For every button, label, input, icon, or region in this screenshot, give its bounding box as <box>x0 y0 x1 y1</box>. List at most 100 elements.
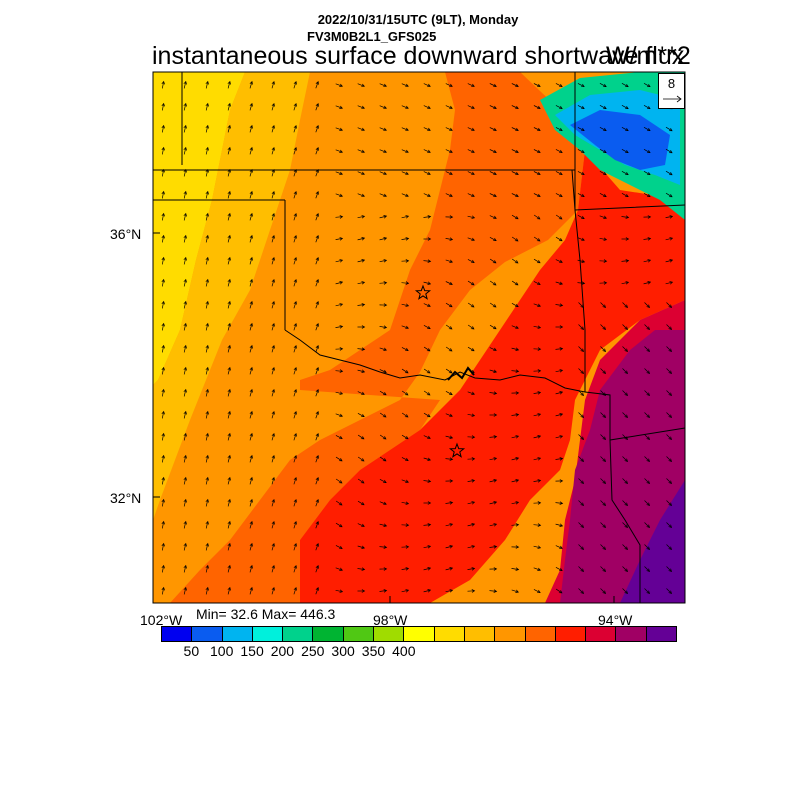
wind-vector-head <box>515 435 520 439</box>
wind-vector-head <box>183 102 187 107</box>
wind-vector-head <box>271 411 275 415</box>
wind-vector-head <box>580 458 585 463</box>
wind-vector-head <box>625 150 629 154</box>
wind-vector <box>555 413 563 417</box>
wind-vector <box>335 456 343 462</box>
colorbar-swatch <box>252 627 284 641</box>
wind-vector-head <box>293 565 297 569</box>
wind-vector <box>401 457 409 461</box>
wind-vector <box>644 390 650 396</box>
wind-vector-head <box>338 480 343 484</box>
wind-vector <box>315 301 319 309</box>
wind-vector <box>489 280 497 286</box>
wind-vector-head <box>646 546 651 551</box>
wind-vector <box>555 214 563 220</box>
wind-vector <box>249 279 253 287</box>
wind-vector-head <box>271 433 275 437</box>
colorbar-tick-label: 250 <box>301 643 325 659</box>
wind-vector <box>335 391 343 395</box>
wind-vectors <box>161 80 674 595</box>
wind-vector <box>489 501 497 505</box>
wind-vector-head <box>449 435 454 439</box>
field-zone-mid <box>170 72 585 603</box>
wind-vector-head <box>559 83 563 88</box>
wind-vector <box>467 302 475 308</box>
wind-vector <box>489 302 497 308</box>
wind-vector <box>401 127 409 131</box>
wind-vector-head <box>646 326 651 331</box>
wind-vector <box>401 105 409 109</box>
wind-vector-head <box>405 479 409 483</box>
wind-vector <box>621 192 629 198</box>
city-markers <box>414 284 466 458</box>
wind-vector <box>644 478 650 484</box>
wind-vector <box>271 565 275 573</box>
wind-vector-head <box>271 103 275 107</box>
wind-vector <box>205 81 209 89</box>
wind-vector-head <box>559 545 563 550</box>
wind-vector <box>489 457 497 461</box>
wind-vector <box>445 589 453 593</box>
wind-vector-head <box>427 545 432 549</box>
wind-vector-head <box>515 479 520 483</box>
wind-vector-head <box>205 520 209 525</box>
wind-vector <box>315 323 319 331</box>
wind-vector-head <box>161 102 165 107</box>
wind-vector-head <box>227 498 231 503</box>
wind-vector-head <box>205 432 209 437</box>
wind-vector-head <box>515 149 519 154</box>
wind-vector-head <box>293 103 297 107</box>
wind-vector <box>401 193 409 197</box>
wind-vector-head <box>339 237 344 241</box>
wind-vector <box>644 434 650 440</box>
wind-vector <box>423 127 431 131</box>
state-borders <box>153 72 686 603</box>
wind-vector-head <box>426 392 431 396</box>
wind-vector-head <box>515 369 520 373</box>
wind-vector <box>357 127 365 131</box>
wind-vector <box>555 435 563 439</box>
wind-vector <box>161 587 165 595</box>
wind-vector-head <box>161 80 165 85</box>
wind-vector-head <box>293 543 297 547</box>
wind-vector-head <box>493 457 498 461</box>
min-max-stats: Min= 32.6 Max= 446.3 <box>196 606 336 622</box>
wind-vector <box>445 324 453 330</box>
wind-vector <box>183 257 187 265</box>
wind-vector-head <box>249 542 253 547</box>
wind-vector <box>205 521 209 529</box>
wind-vector <box>599 104 607 110</box>
wind-vector-head <box>405 127 409 132</box>
wind-vector-head <box>646 304 651 309</box>
wind-vector <box>161 191 165 199</box>
wind-vector-head <box>580 568 585 573</box>
wind-vector-head <box>449 215 454 219</box>
wind-vector-head <box>227 234 231 239</box>
wind-vector-head <box>249 432 253 437</box>
wind-vector <box>357 215 365 219</box>
wind-vector-head <box>602 480 607 485</box>
wind-vector-head <box>361 259 366 263</box>
wind-vector-head <box>427 326 431 330</box>
wind-vector <box>643 104 651 110</box>
wind-vector-head <box>271 455 275 459</box>
wind-vector <box>357 281 365 285</box>
wind-vector-head <box>315 81 319 85</box>
wind-vector-head <box>382 392 387 396</box>
wind-vector <box>315 455 319 463</box>
colorbar-swatch <box>525 627 556 641</box>
wind-vector-head <box>668 326 673 331</box>
wind-vector <box>335 259 343 263</box>
wind-vector <box>293 389 297 397</box>
wind-vector-head <box>271 367 275 371</box>
wind-vector-head <box>471 501 476 505</box>
wind-vector-head <box>426 370 431 374</box>
wind-vector <box>445 127 453 131</box>
wind-vector <box>227 543 231 551</box>
wind-vector <box>555 281 563 285</box>
wind-vector <box>249 257 253 265</box>
wind-vector-head <box>361 347 366 351</box>
wind-vector-head <box>161 520 165 525</box>
colorbar-tick-label: 200 <box>270 643 295 659</box>
wind-vector <box>227 103 231 111</box>
